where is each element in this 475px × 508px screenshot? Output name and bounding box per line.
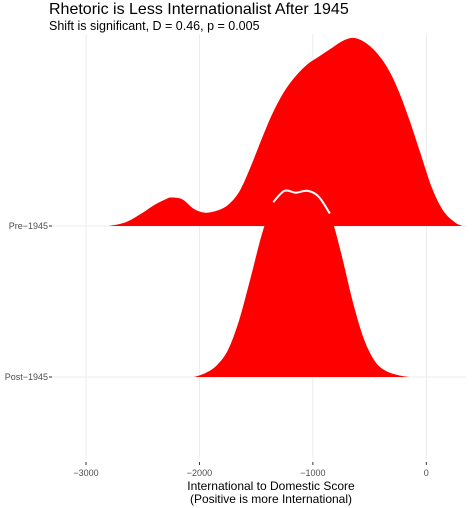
y-tick-label-1: Post−1945 (5, 372, 48, 382)
chart-title: Rhetoric is Less Internationalist After … (49, 1, 349, 18)
x-axis-title-line2: (Positive is more International) (190, 492, 352, 506)
x-tick-label-2: −1000 (300, 468, 325, 478)
density-area-pre-1945 (108, 37, 463, 227)
x-tick-label-1: −2000 (187, 468, 212, 478)
x-axis-ticks: −3000 −2000 −1000 0 (73, 462, 429, 478)
chart-subtitle: Shift is significant, D = 0.46, p = 0.00… (49, 19, 260, 33)
y-tick-label-0: Pre−1945 (9, 221, 48, 231)
plot-area (108, 37, 463, 377)
density-outline-post-1945 (272, 189, 331, 215)
x-tick-label-3: 0 (424, 468, 429, 478)
x-axis-title-line1: International to Domestic Score (187, 479, 355, 493)
density-area-post-1945 (193, 190, 410, 377)
x-tick-label-0: −3000 (73, 468, 98, 478)
y-axis-ticks: Pre−1945 Post−1945 (5, 221, 52, 382)
